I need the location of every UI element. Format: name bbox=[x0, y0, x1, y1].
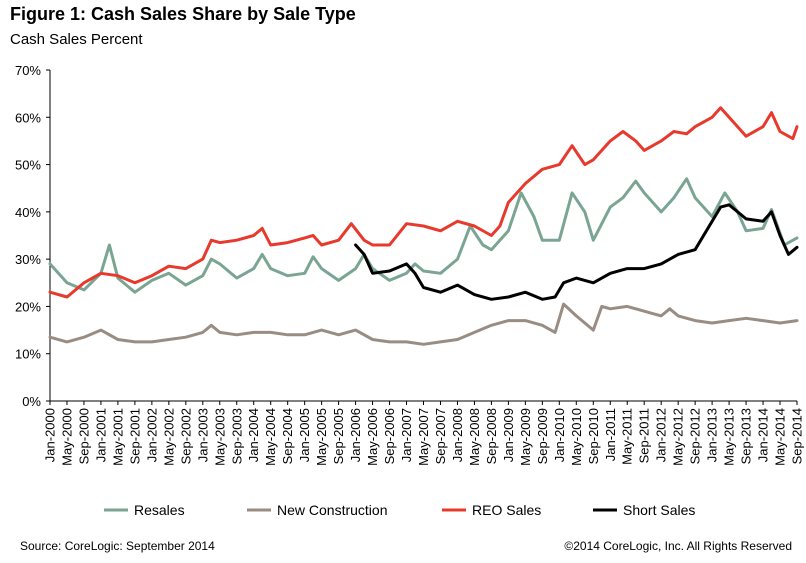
x-tick-label: Jan-2003 bbox=[195, 408, 210, 462]
x-tick-label: Sep-2002 bbox=[178, 408, 193, 464]
source-note: Source: CoreLogic: September 2014 bbox=[20, 539, 215, 553]
copyright-note: ©2014 CoreLogic, Inc. All Rights Reserve… bbox=[564, 539, 792, 553]
x-tick-label: May-2003 bbox=[212, 408, 227, 466]
x-tick-label: Sep-2013 bbox=[739, 408, 754, 464]
x-tick-label: Jan-2008 bbox=[450, 408, 465, 462]
x-tick-label: Jan-2009 bbox=[501, 408, 516, 462]
x-tick-label: May-2004 bbox=[263, 408, 278, 466]
x-tick-label: Jan-2002 bbox=[144, 408, 159, 462]
x-tick-label: May-2008 bbox=[467, 408, 482, 466]
x-tick-label: Jan-2010 bbox=[552, 408, 567, 462]
x-tick-label: Jan-2001 bbox=[93, 408, 108, 462]
x-tick-label: Sep-2000 bbox=[76, 408, 91, 464]
x-tick-label: Sep-2006 bbox=[382, 408, 397, 464]
y-tick-label: 40% bbox=[15, 205, 41, 220]
legend-label-new-construction: New Construction bbox=[277, 502, 388, 518]
axes: 0%10%20%30%40%50%60%70%Jan-2000 May-2000 S… bbox=[15, 63, 805, 466]
x-tick-label: May-2011 bbox=[620, 408, 635, 465]
y-tick-label: 60% bbox=[15, 110, 41, 125]
series-line-short-sales bbox=[354, 203, 799, 301]
x-tick-label: Sep-2008 bbox=[484, 408, 499, 464]
x-tick-label: May-2010 bbox=[569, 408, 584, 466]
x-tick-label: Jan-2011 bbox=[603, 408, 618, 461]
x-tick-label: May-2002 bbox=[161, 408, 176, 466]
x-tick-label: Jan-2007 bbox=[399, 408, 414, 462]
x-tick-label: May-2001 bbox=[110, 408, 125, 466]
y-tick-label: 0% bbox=[22, 394, 41, 409]
x-tick-label: May-2007 bbox=[416, 408, 431, 466]
x-tick-label: May-2013 bbox=[722, 408, 737, 466]
x-tick-label: May-2012 bbox=[671, 408, 686, 466]
x-tick-label: May-2009 bbox=[518, 408, 533, 466]
x-tick-label: Sep-2010 bbox=[586, 408, 601, 464]
y-tick-label: 50% bbox=[15, 158, 41, 173]
x-tick-label: Jan-2012 bbox=[654, 408, 669, 462]
series-layer bbox=[48, 106, 799, 346]
y-tick-label: 70% bbox=[15, 63, 41, 78]
x-tick-label: Sep-2004 bbox=[280, 408, 295, 464]
legend-label-short-sales: Short Sales bbox=[623, 502, 695, 518]
x-tick-label: Sep-2009 bbox=[535, 408, 550, 464]
legend-label-resales: Resales bbox=[134, 502, 185, 518]
x-tick-label: Sep-2003 bbox=[229, 408, 244, 464]
x-tick-label: May-2000 bbox=[59, 408, 74, 466]
chart-title: Figure 1: Cash Sales Share by Sale Type bbox=[10, 4, 356, 24]
series-line-new-construction bbox=[48, 302, 799, 346]
legend-label-reo-sales: REO Sales bbox=[472, 502, 541, 518]
x-tick-label: Jan-2005 bbox=[297, 408, 312, 462]
x-tick-label: Jan-2004 bbox=[246, 408, 261, 462]
x-tick-label: May-2006 bbox=[365, 408, 380, 466]
y-tick-label: 10% bbox=[15, 347, 41, 362]
y-tick-label: 30% bbox=[15, 252, 41, 267]
y-tick-label: 20% bbox=[15, 299, 41, 314]
x-tick-label: Jan-2006 bbox=[348, 408, 363, 462]
series-line-resales bbox=[48, 177, 799, 294]
x-tick-label: Sep-2012 bbox=[688, 408, 703, 464]
x-tick-label: Sep-2005 bbox=[331, 408, 346, 464]
series-line-reo-sales bbox=[48, 106, 799, 299]
x-tick-label: Jan-2000 bbox=[43, 408, 58, 462]
x-tick-label: Sep-2007 bbox=[433, 408, 448, 464]
chart-subtitle: Cash Sales Percent bbox=[10, 31, 143, 48]
x-tick-label: May-2005 bbox=[314, 408, 329, 466]
x-tick-label: Jan-2014 bbox=[756, 408, 771, 462]
x-tick-label: May-2014 bbox=[773, 408, 788, 466]
x-tick-label: Sep-2011 bbox=[637, 408, 652, 463]
legend: Resales New Construction REO Sales Short Sa… bbox=[104, 502, 695, 518]
x-tick-label: Sep-2001 bbox=[127, 408, 142, 464]
x-tick-label: Sep-2014 bbox=[790, 408, 805, 464]
x-tick-label: Jan-2013 bbox=[705, 408, 720, 462]
